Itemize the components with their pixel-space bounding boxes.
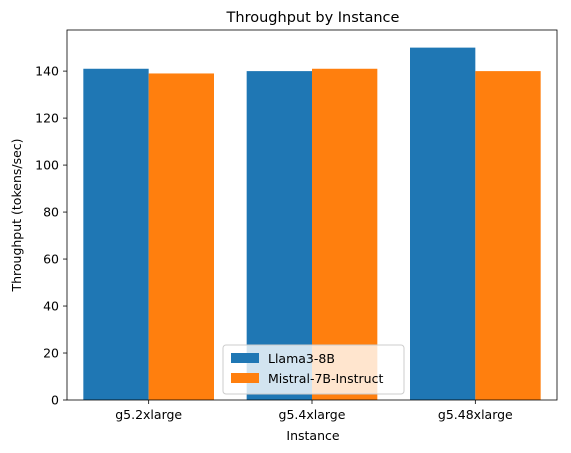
chart-title: Throughput by Instance [226,10,400,26]
legend-frame [222,344,405,395]
y-axis-label: Throughput (tokens/sec) [9,138,24,292]
bar-llama3-8b-g5-2xlarge [83,68,149,400]
y-tick-label: 100 [35,158,59,173]
y-tick-label: 60 [43,252,59,267]
x-tick-label: g5.2xlarge [115,407,182,422]
x-tick-label: g5.4xlarge [279,407,346,422]
legend-swatch [231,373,259,383]
bar-mistral-7b-instruct-g5-48xlarge [475,71,541,400]
x-axis-label: Instance [286,428,339,443]
legend-entry: Mistral-7B-Instruct [268,371,383,386]
y-tick-label: 80 [43,205,59,220]
y-tick-label: 0 [51,393,59,408]
y-tick-label: 20 [43,346,59,361]
y-tick-label: 140 [35,64,59,79]
legend-entry: Llama3-8B [268,351,335,366]
y-tick-label: 120 [35,111,59,126]
x-tick-label: g5.48xlarge [438,407,513,422]
y-tick-label: 40 [43,299,59,314]
legend: Llama3-8B Mistral-7B-Instruct [222,344,405,395]
bar-mistral-7b-instruct-g5-2xlarge [148,73,214,400]
bar-llama3-8b-g5-48xlarge [410,47,476,400]
legend-swatch [231,353,259,363]
plot-area: g5.2xlarge g5.4xlarge g5.48xlarge 0 20 40 60 80… [35,29,558,422]
